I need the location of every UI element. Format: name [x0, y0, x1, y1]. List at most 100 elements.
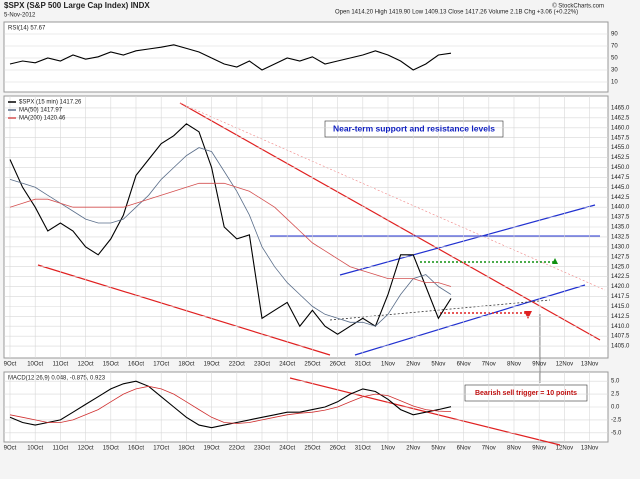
y-tick-label: 1457.5	[611, 135, 630, 141]
trend-line	[339, 204, 596, 276]
x-tick-label: 13Nov	[581, 362, 598, 368]
x-tick-label: 23Oct	[254, 446, 270, 452]
series-line	[9, 182, 452, 287]
y-tick-label: 1407.5	[611, 334, 630, 340]
x-tick-label: 16Oct	[128, 362, 144, 368]
y-tick-label: 5.0	[611, 379, 620, 385]
x-tick-label: 6Nov	[457, 362, 471, 368]
x-tick-label: 7Nov	[482, 362, 496, 368]
series-line	[9, 147, 452, 327]
y-tick-label: 1417.5	[611, 294, 630, 300]
x-tick-label: 11Oct	[53, 362, 69, 368]
down-arrow	[524, 311, 532, 319]
x-tick-label: 23Oct	[254, 362, 270, 368]
y-tick-label: -5.0	[611, 430, 622, 436]
y-tick-label: 1447.5	[611, 175, 630, 181]
x-tick-label: 10Oct	[27, 362, 43, 368]
y-tick-label: 1440.0	[611, 205, 630, 211]
x-tick-label: 5Nov	[431, 362, 445, 368]
x-tick-label: 12Oct	[78, 362, 94, 368]
y-tick-label: 30	[611, 68, 618, 74]
x-tick-label: 18Oct	[178, 446, 194, 452]
x-tick-label: 9Oct	[4, 446, 17, 452]
trend-line	[329, 299, 551, 321]
date: 5-Nov-2012	[4, 13, 36, 19]
x-tick-label: 1Nov	[381, 362, 395, 368]
x-tick-label: 26Oct	[330, 362, 346, 368]
x-tick-label: 6Nov	[457, 446, 471, 452]
legend-label: MA(50) 1417.97	[19, 108, 63, 114]
y-tick-label: 1412.5	[611, 314, 630, 320]
y-tick-label: 1455.0	[611, 145, 630, 151]
macd-title: MACD(12,26,9) 0.048, -0.875, 0.923	[8, 376, 106, 382]
y-tick-label: 50	[611, 56, 618, 62]
y-tick-label: 1437.5	[611, 215, 630, 221]
y-tick-label: 1452.5	[611, 155, 630, 161]
up-arrow	[552, 258, 558, 264]
y-tick-label: 1450.0	[611, 165, 630, 171]
x-tick-label: 24Oct	[279, 446, 295, 452]
x-tick-label: 17Oct	[153, 446, 169, 452]
y-tick-label: 1427.5	[611, 254, 630, 260]
x-tick-label: 19Oct	[204, 446, 220, 452]
x-tick-label: 15Oct	[103, 362, 119, 368]
y-tick-label: 1432.5	[611, 235, 630, 241]
y-tick-label: 1425.0	[611, 264, 630, 270]
y-tick-label: 1415.0	[611, 304, 630, 310]
x-tick-label: 25Oct	[304, 446, 320, 452]
x-tick-label: 31Oct	[355, 362, 371, 368]
callout-box	[324, 120, 504, 138]
y-tick-label: 1465.0	[611, 106, 630, 112]
x-tick-label: 2Nov	[406, 362, 420, 368]
x-tick-label: 9Nov	[532, 362, 546, 368]
y-tick-label: 1460.0	[611, 125, 630, 131]
y-tick-label: 1430.0	[611, 244, 630, 250]
x-tick-label: 8Nov	[507, 446, 521, 452]
x-tick-label: 9Nov	[532, 446, 546, 452]
y-tick-label: 70	[611, 44, 618, 50]
callout-box	[464, 384, 588, 402]
x-tick-label: 15Oct	[103, 446, 119, 452]
annotation: Near-term support and resistance levels	[333, 123, 495, 133]
y-tick-label: 1435.0	[611, 225, 630, 231]
x-tick-label: 18Oct	[178, 362, 194, 368]
x-tick-label: 2Nov	[406, 446, 420, 452]
x-tick-label: 8Nov	[507, 362, 521, 368]
x-tick-label: 7Nov	[482, 446, 496, 452]
x-tick-label: 10Oct	[27, 446, 43, 452]
annotation: Bearish sell trigger = 10 points	[475, 390, 577, 397]
series-line	[9, 380, 452, 429]
rsi-panel	[3, 21, 609, 93]
y-tick-label: 0.0	[611, 405, 620, 411]
x-tick-label: 17Oct	[153, 362, 169, 368]
trend-line	[289, 377, 561, 446]
series-line	[9, 123, 452, 335]
trend-line	[37, 264, 331, 356]
x-tick-label: 25Oct	[304, 362, 320, 368]
x-tick-label: 9Oct	[4, 362, 17, 368]
x-tick-label: 24Oct	[279, 362, 295, 368]
symbol: $SPX (S&P 500 Large Cap Index) INDX	[4, 1, 150, 10]
x-tick-label: 1Nov	[381, 446, 395, 452]
trend-line	[179, 102, 606, 291]
x-tick-label: 22Oct	[229, 446, 245, 452]
y-tick-label: 90	[611, 32, 618, 38]
rsi-title: RSI(14) 57.67	[8, 26, 46, 32]
x-tick-label: 26Oct	[330, 446, 346, 452]
quote: Open 1414.20 High 1419.90 Low 1409.13 Cl…	[335, 10, 578, 16]
legend-label: $SPX (15 min) 1417.26	[19, 100, 82, 106]
series-line	[9, 385, 452, 424]
x-tick-label: 11Oct	[53, 446, 69, 452]
y-tick-label: 1420.0	[611, 284, 630, 290]
y-tick-label: 1422.5	[611, 274, 630, 280]
x-tick-label: 22Oct	[229, 362, 245, 368]
x-tick-label: 31Oct	[355, 446, 371, 452]
y-tick-label: 2.5	[611, 392, 620, 398]
x-tick-label: 5Nov	[431, 446, 445, 452]
series-line	[9, 44, 452, 71]
legend-label: MA(200) 1420.46	[19, 116, 66, 122]
trend-line	[179, 102, 601, 341]
y-tick-label: 1442.5	[611, 195, 630, 201]
y-tick-label: 1410.0	[611, 324, 630, 330]
